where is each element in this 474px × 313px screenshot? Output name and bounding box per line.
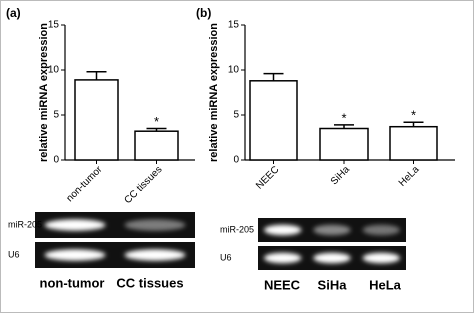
y-tick-label: 10 bbox=[48, 65, 60, 76]
gel-band bbox=[44, 249, 106, 261]
bar bbox=[74, 79, 119, 161]
bar bbox=[389, 125, 438, 161]
blot-row-label: miR-205 bbox=[220, 224, 254, 234]
blot-lane-label: NEEC bbox=[264, 277, 301, 292]
y-tick-label: 0 bbox=[53, 155, 59, 166]
blot-row-label: miR-205 bbox=[8, 219, 42, 229]
panel-label: (b) bbox=[196, 6, 211, 20]
significance-mark: * bbox=[154, 114, 159, 129]
gel-band bbox=[362, 252, 401, 264]
gel-band bbox=[313, 224, 351, 236]
blot-lane-label: HeLa bbox=[369, 277, 402, 292]
y-axis-label: relative miRNA expression bbox=[208, 23, 220, 162]
blot-lane-label: CC tissues bbox=[116, 275, 183, 290]
y-tick-label: 15 bbox=[228, 20, 240, 31]
gel-band bbox=[44, 219, 106, 231]
gel-band bbox=[124, 219, 186, 231]
y-tick-label: 10 bbox=[228, 65, 240, 76]
gel-band bbox=[124, 249, 186, 261]
blot-row-label: U6 bbox=[8, 249, 20, 259]
gel-band bbox=[313, 252, 351, 264]
gel-band bbox=[362, 224, 401, 236]
bar bbox=[319, 127, 369, 161]
panel-label: (a) bbox=[6, 6, 21, 20]
y-tick-label: 5 bbox=[53, 110, 59, 121]
blot-row-label: U6 bbox=[220, 252, 232, 262]
y-axis-label: relative miRNA expression bbox=[38, 23, 50, 162]
significance-mark: * bbox=[341, 110, 346, 125]
gel-band bbox=[263, 252, 302, 264]
bar bbox=[134, 130, 179, 161]
gel-band bbox=[263, 224, 302, 236]
blot-lane-label: non-tumor bbox=[40, 275, 105, 290]
y-tick-label: 0 bbox=[233, 155, 239, 166]
blot-lane-label: SiHa bbox=[318, 277, 348, 292]
bar bbox=[249, 80, 298, 161]
y-tick-label: 5 bbox=[233, 110, 239, 121]
significance-mark: * bbox=[411, 108, 416, 123]
y-tick-label: 15 bbox=[48, 20, 60, 31]
